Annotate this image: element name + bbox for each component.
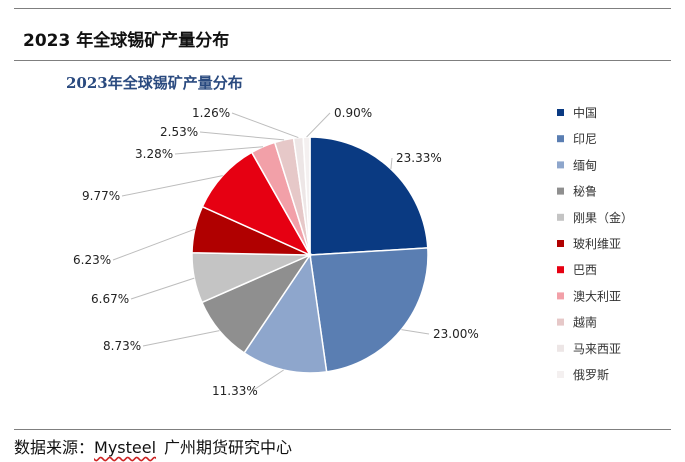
- data-label-3: 11.33%: [212, 384, 258, 398]
- legend-swatch-1: [557, 109, 564, 116]
- legend-label-9: 越南: [573, 315, 597, 330]
- legend-label-1: 中国: [573, 105, 597, 120]
- data-label-9: 2.53%: [160, 125, 198, 139]
- data-label-2: 23.00%: [433, 327, 479, 341]
- leader-line-5: [130, 277, 195, 300]
- leader-line-2: [401, 329, 430, 335]
- source-brand: Mysteel: [94, 438, 157, 457]
- legend-swatch-4: [557, 187, 564, 195]
- data-label-5: 6.67%: [91, 292, 129, 306]
- leader-line-8: [174, 146, 264, 155]
- leader-line-11: [306, 112, 331, 138]
- legend-swatch-7: [557, 266, 564, 274]
- legend-label-11: 俄罗斯: [573, 368, 609, 382]
- pie-slice-7: [201, 151, 312, 257]
- leader-line-3: [251, 369, 284, 392]
- leader-line-7: [121, 175, 223, 197]
- legend-label-10: 马来西亚: [573, 342, 621, 356]
- legend-label-3: 缅甸: [573, 158, 597, 172]
- legend-swatch-11: [557, 371, 564, 378]
- leader-line-10: [231, 112, 299, 139]
- pie-slice-2: [309, 247, 429, 373]
- legend-swatch-9: [557, 318, 564, 326]
- bottom-rule: [14, 429, 671, 430]
- data-label-8: 3.28%: [135, 147, 173, 161]
- legend-label-7: 巴西: [573, 263, 597, 277]
- legend-swatch-3: [557, 161, 564, 169]
- data-label-6: 6.23%: [73, 253, 111, 267]
- leader-line-6: [112, 228, 196, 261]
- legend-swatch-2: [557, 135, 564, 143]
- data-label-7: 9.77%: [82, 189, 120, 203]
- top-rule: [14, 8, 671, 9]
- source-org: 广州期货研究中心: [164, 438, 293, 457]
- legend-swatch-5: [557, 213, 564, 221]
- title-rule: [14, 60, 671, 61]
- legend-swatch-6: [557, 240, 564, 247]
- legend-label-4: 秘鲁: [573, 185, 597, 199]
- legend-swatch-10: [557, 344, 564, 352]
- data-label-11: 0.90%: [334, 106, 372, 120]
- chart-title: 2023年全球锡矿产量分布: [66, 74, 243, 92]
- legend-label-6: 玻利维亚: [573, 237, 621, 251]
- leader-line-1: [390, 157, 393, 170]
- source-label: 数据来源：: [14, 438, 95, 457]
- data-label-1: 23.33%: [396, 151, 442, 165]
- leader-line-9: [199, 131, 285, 141]
- legend-label-8: 澳大利亚: [573, 289, 621, 303]
- legend-swatch-8: [557, 292, 564, 300]
- leader-line-4: [142, 330, 220, 347]
- data-label-10: 1.26%: [192, 106, 230, 120]
- pie-chart: 2023年全球锡矿产量分布 23.33% 23.00% 11.33% 8.73% 6.6…: [66, 74, 633, 398]
- legend-label-5: 刚果（金）: [573, 210, 633, 225]
- source-note: 数据来源：Mysteel 广州期货研究中心: [14, 434, 292, 458]
- figure-title: 2023 年全球锡矿产量分布: [23, 31, 230, 51]
- pie-slice-1: [309, 136, 429, 256]
- legend-label-2: 印尼: [573, 132, 597, 146]
- data-label-4: 8.73%: [103, 339, 141, 353]
